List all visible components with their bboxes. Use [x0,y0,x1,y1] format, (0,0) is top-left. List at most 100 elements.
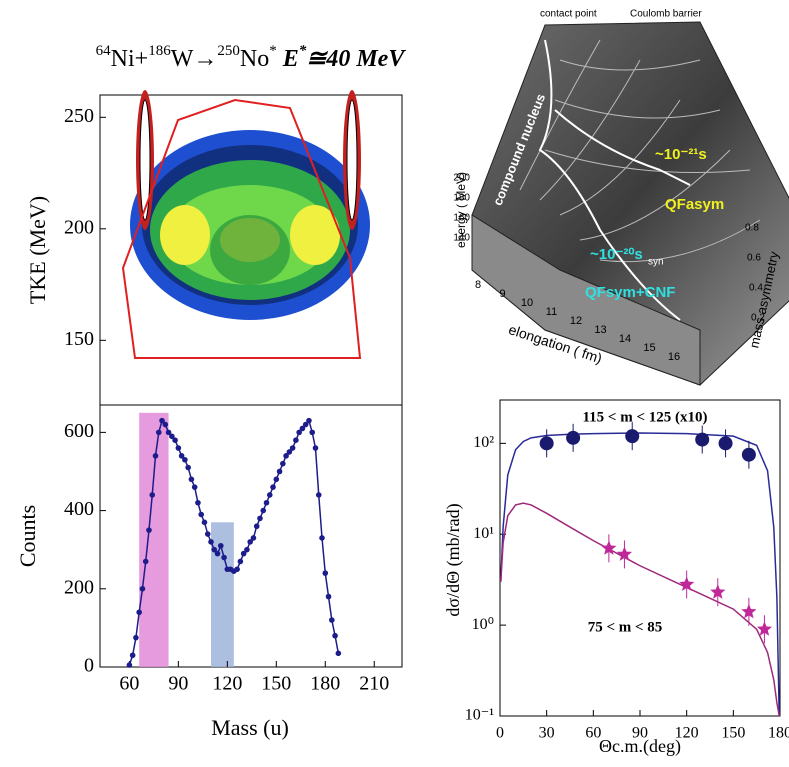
data-point [136,609,142,616]
surface-label: QFsym+CNF [585,284,675,301]
elongation-tick: 11 [546,306,557,318]
data-point [273,476,280,483]
y-tick-label: 10² [473,434,494,451]
star-marker [741,603,757,619]
data-point [149,492,156,498]
data-point [185,464,191,471]
asymmetry-tick: 0.2 [751,313,765,324]
data-point [133,634,139,641]
circle-marker [566,430,581,445]
x-tick-label: 90 [168,673,188,695]
data-point [159,417,165,424]
asymmetry-tick: 0.4 [749,283,763,294]
data-point [266,492,273,498]
star-marker [601,540,617,555]
data-point [221,554,227,561]
x-tick-label: 120 [675,725,699,742]
data-point [218,542,224,549]
y-tick-label: 250 [64,105,94,127]
x-tick-label: 0 [496,725,504,742]
y-tick-label: 150 [64,328,94,350]
data-point [293,437,299,443]
title-part: 186 [148,43,171,59]
data-point [188,476,195,483]
elongation-tick: 9 [499,288,505,300]
title-part: * [269,43,277,59]
x-tick-label: 120 [212,673,242,695]
energy-tick: 140 [453,233,470,244]
elongation-tick: 14 [619,333,631,345]
data-point [126,662,133,668]
title-part: No [240,46,269,72]
data-point [139,585,146,592]
fit-curve [500,502,780,717]
data-point [286,449,293,455]
circle-marker [695,432,710,447]
surface-label: ~10⁻²⁰s [590,246,643,263]
elongation-tick: 10 [521,297,533,309]
energy-tick: 180 [453,193,470,204]
elongation-tick: 8 [475,279,481,291]
data-point [191,484,198,490]
data-point [250,535,257,541]
data-point [162,421,169,428]
y-tick-label: 200 [64,216,94,238]
data-point [214,550,221,557]
data-point [315,492,322,498]
y-tick-label: 600 [64,420,94,442]
data-point [260,507,267,514]
elongation-tick: 16 [668,351,680,363]
data-point [296,429,302,436]
data-point [276,468,283,475]
data-point [198,511,205,518]
data-point [329,617,335,623]
y-axis-label: dσ/dΘ (mb/rad) [443,503,464,616]
highlight-band [139,412,169,667]
x-tick-label: 60 [585,725,601,742]
y-tick-label: 10⁰ [472,616,494,633]
circle-marker [718,436,733,451]
asymmetry-tick: 0.6 [747,253,761,264]
y-axis-label: TKE (MeV) [25,196,50,304]
data-point [169,433,175,440]
elongation-tick: 15 [643,342,655,354]
surface-label: QFasym [665,196,724,213]
data-point [312,445,319,451]
x-tick-label: 180 [768,725,789,742]
data-point [335,650,342,657]
data-point [309,429,316,436]
data-point [129,652,136,659]
data-point [175,445,182,451]
energy-tick: 200 [453,173,470,184]
annotation: 115 < m < 125 (x10) [582,409,707,425]
fit-curve [500,432,780,717]
highlight-band [211,522,234,667]
x-tick-label: 210 [359,673,389,695]
data-point [208,539,214,545]
data-point [283,453,289,459]
data-point [201,519,208,526]
data-point [253,523,260,530]
surface-label: syn [648,257,664,268]
circle-marker [539,436,554,451]
surface-label: Coulomb barrier [630,9,702,20]
data-point [211,546,218,553]
data-point [182,456,188,463]
data-point [302,421,309,428]
x-axis-label: Θc.m.(deg) [599,736,681,757]
data-point [165,429,172,436]
data-point [155,429,162,436]
data-point [247,539,253,545]
energy-tick: 160 [453,213,470,224]
potential-surface [471,21,789,386]
data-point [280,460,286,467]
x-tick-label: 150 [721,725,745,742]
data-point [325,593,332,600]
surface-label: energy ( MeV) [454,172,468,248]
data-point [270,484,276,490]
data-point [146,527,152,533]
surface-label: ~10⁻²¹s [655,146,707,163]
chart-title: 64Ni+186W→250No* E*≅40 MeV [96,43,407,71]
title-part: * [299,43,307,59]
